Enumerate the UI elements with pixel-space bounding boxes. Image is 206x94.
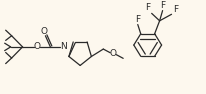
Text: F: F (160, 0, 165, 9)
Text: N: N (60, 42, 67, 51)
Text: O: O (110, 49, 117, 58)
Text: F: F (145, 3, 150, 12)
Text: O: O (41, 27, 48, 36)
Text: F: F (135, 15, 140, 24)
Text: O: O (34, 42, 41, 51)
Text: F: F (173, 5, 178, 14)
